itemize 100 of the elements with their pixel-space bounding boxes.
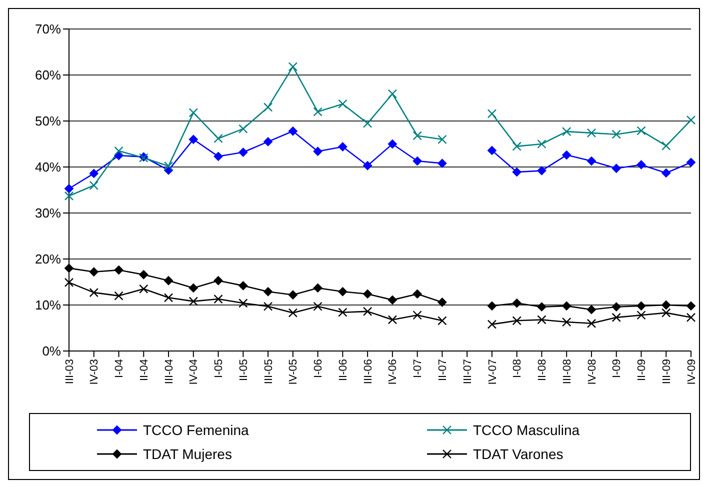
point bbox=[238, 148, 248, 157]
point bbox=[562, 317, 572, 327]
x-tick-label: I-08 bbox=[512, 359, 524, 378]
point bbox=[263, 302, 273, 311]
point bbox=[487, 301, 496, 310]
point bbox=[612, 130, 621, 139]
point bbox=[363, 289, 372, 298]
x-tick-label: IV-08 bbox=[586, 359, 598, 385]
x-tick-label: II-04 bbox=[138, 359, 150, 382]
point bbox=[586, 305, 596, 314]
x-tick-label: IV-07 bbox=[486, 359, 499, 385]
x-tick-label: I-06 bbox=[312, 359, 325, 378]
point bbox=[562, 126, 572, 136]
point bbox=[362, 306, 372, 316]
point bbox=[537, 139, 546, 149]
x-tick-label: IV-03 bbox=[88, 359, 101, 385]
point bbox=[214, 134, 223, 144]
y-tick-label: 10% bbox=[34, 298, 62, 313]
point bbox=[363, 161, 372, 170]
x-tick-label: III-07 bbox=[462, 359, 474, 384]
x-tick-label: I-04 bbox=[114, 359, 126, 378]
y-tick-label: 40% bbox=[34, 160, 62, 175]
point bbox=[512, 298, 522, 308]
point bbox=[64, 184, 74, 194]
legend-label: TCCO Masculina bbox=[473, 422, 581, 438]
point bbox=[313, 302, 322, 311]
point bbox=[438, 134, 447, 144]
point bbox=[114, 146, 124, 156]
x-tick-label: III-04 bbox=[163, 359, 176, 384]
point bbox=[338, 287, 348, 296]
point bbox=[586, 318, 596, 328]
point bbox=[537, 315, 546, 324]
x-tick-label: IV-04 bbox=[188, 359, 200, 385]
point bbox=[562, 301, 572, 310]
point bbox=[537, 302, 546, 312]
point bbox=[686, 312, 696, 322]
x-tick-label: II-05 bbox=[238, 359, 250, 382]
legend-label: TDAT Varones bbox=[473, 446, 564, 462]
point bbox=[662, 141, 671, 150]
point bbox=[164, 161, 174, 171]
y-tick-label: 20% bbox=[34, 252, 62, 267]
legend-label: TDAT Mujeres bbox=[143, 446, 233, 462]
point bbox=[188, 108, 198, 118]
y-tick-label: 30% bbox=[34, 206, 62, 221]
x-tick-label: II-09 bbox=[636, 359, 648, 382]
x-tick-label: II-07 bbox=[437, 359, 450, 382]
point bbox=[214, 294, 223, 304]
point bbox=[64, 278, 74, 288]
x-tick-label: III-09 bbox=[660, 359, 673, 384]
legend-label: TCCO Femenina bbox=[143, 422, 250, 438]
point bbox=[188, 283, 198, 292]
x-tick-label: III-03 bbox=[64, 359, 76, 384]
point bbox=[636, 301, 646, 310]
point bbox=[512, 142, 522, 151]
x-tick-label: IV-06 bbox=[387, 359, 400, 385]
point bbox=[562, 150, 572, 160]
x-tick-label: III-05 bbox=[262, 359, 275, 384]
point bbox=[586, 128, 596, 138]
point bbox=[188, 296, 198, 306]
point bbox=[686, 301, 696, 310]
point bbox=[64, 264, 74, 273]
point bbox=[288, 308, 298, 318]
point bbox=[586, 156, 596, 166]
x-tick-label: IV-05 bbox=[288, 359, 300, 385]
point bbox=[487, 109, 497, 118]
point bbox=[686, 158, 696, 167]
point bbox=[64, 191, 74, 201]
point bbox=[686, 115, 696, 125]
point bbox=[487, 320, 497, 329]
point bbox=[412, 310, 422, 320]
point bbox=[188, 134, 198, 144]
point bbox=[362, 118, 372, 128]
point bbox=[89, 267, 98, 276]
point bbox=[388, 89, 398, 98]
point bbox=[612, 164, 621, 173]
point bbox=[238, 281, 248, 290]
point bbox=[636, 310, 646, 320]
point bbox=[238, 298, 248, 308]
point bbox=[636, 126, 646, 136]
point bbox=[438, 298, 447, 307]
point bbox=[288, 290, 298, 300]
point bbox=[139, 284, 148, 294]
point bbox=[313, 146, 322, 156]
point bbox=[487, 146, 496, 155]
x-tick-label: II-06 bbox=[337, 359, 350, 382]
point bbox=[388, 315, 398, 324]
point bbox=[214, 276, 223, 286]
point bbox=[263, 102, 273, 112]
point bbox=[89, 288, 98, 298]
point bbox=[412, 131, 422, 140]
x-tick-label: I-09 bbox=[611, 359, 624, 378]
point bbox=[214, 152, 223, 161]
point bbox=[412, 156, 422, 166]
point bbox=[139, 270, 148, 280]
point bbox=[288, 62, 298, 72]
point bbox=[388, 295, 397, 304]
point bbox=[338, 142, 348, 152]
point bbox=[89, 168, 98, 178]
x-tick-label: III-08 bbox=[561, 359, 574, 384]
point bbox=[612, 302, 621, 312]
